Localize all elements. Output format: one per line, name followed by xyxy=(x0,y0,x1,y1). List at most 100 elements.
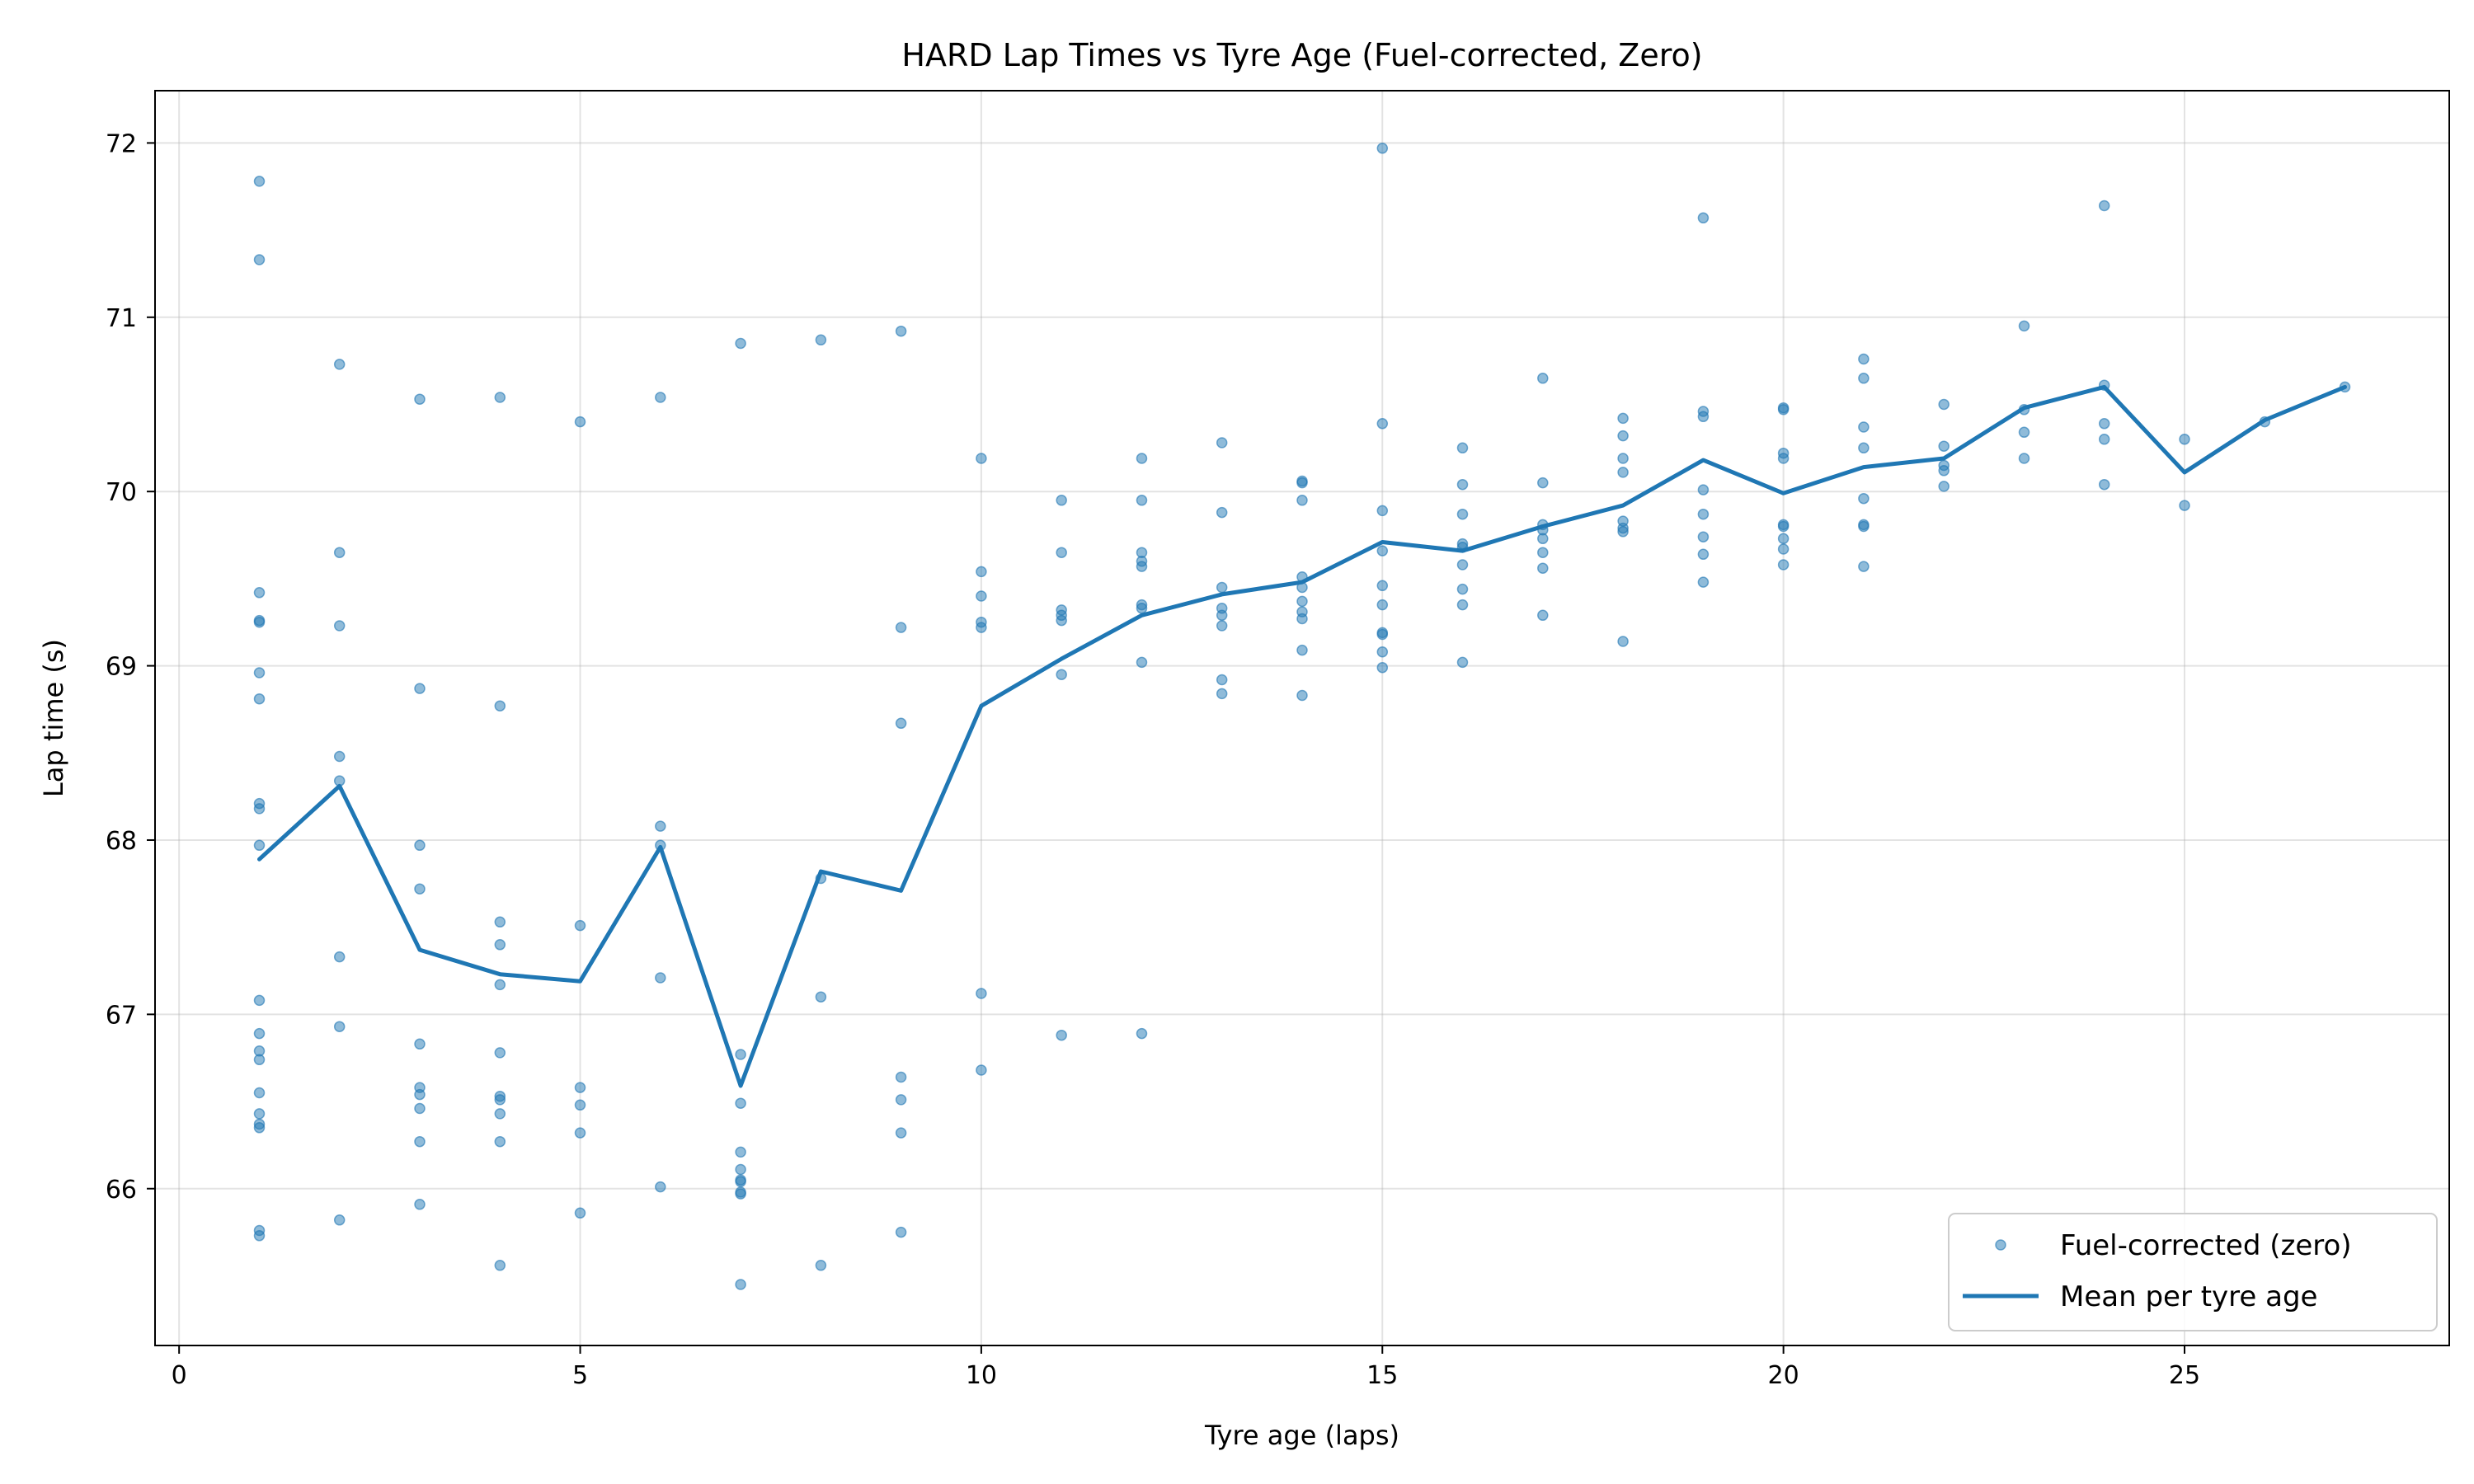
scatter-point xyxy=(1537,547,1549,558)
scatter-point xyxy=(1456,442,1469,454)
scatter-point xyxy=(333,1214,346,1226)
scatter-point xyxy=(895,1127,907,1139)
scatter-point xyxy=(976,622,987,633)
scatter-point xyxy=(494,1135,506,1148)
scatter-point xyxy=(414,1135,426,1148)
grid xyxy=(155,91,2449,1345)
scatter-point xyxy=(1777,453,1790,464)
scatter-point xyxy=(1777,520,1790,533)
mean-line xyxy=(257,384,2347,1088)
x-axis-label: Tyre age (laps) xyxy=(1204,1420,1399,1451)
scatter-point xyxy=(414,683,426,694)
scatter-point xyxy=(1296,689,1308,702)
scatter-point xyxy=(976,453,987,464)
scatter-point xyxy=(2179,434,2190,445)
scatter-point xyxy=(414,1088,426,1101)
scatter-point xyxy=(1617,526,1629,538)
scatter-point xyxy=(253,616,266,628)
scatter-point xyxy=(333,1021,346,1032)
scatter-point xyxy=(2098,434,2110,445)
y-tick-label: 69 xyxy=(106,653,137,682)
scatter-point xyxy=(1697,212,1710,224)
scatter-point xyxy=(1697,411,1710,423)
scatter-point xyxy=(976,566,987,578)
scatter-point xyxy=(1777,404,1790,416)
scatter-point xyxy=(1858,520,1870,533)
scatter-point xyxy=(1376,599,1389,611)
legend-label-line: Mean per tyre age xyxy=(2060,1280,2317,1313)
scatter-point xyxy=(574,416,586,428)
y-tick-label: 72 xyxy=(106,129,137,158)
scatter-point xyxy=(1456,656,1469,669)
scatter-points xyxy=(253,143,2351,1290)
scatter-point xyxy=(1136,495,1148,506)
scatter-point xyxy=(253,803,266,815)
scatter-point xyxy=(655,820,666,832)
scatter-point xyxy=(574,1082,586,1093)
scatter-point xyxy=(1697,576,1710,588)
scatter-point xyxy=(735,337,746,350)
scatter-point xyxy=(2098,200,2110,212)
scatter-point xyxy=(735,1188,746,1200)
scatter-point xyxy=(1537,533,1549,545)
scatter-point xyxy=(333,951,346,963)
scatter-point xyxy=(1376,418,1389,430)
scatter-point xyxy=(1376,505,1389,517)
x-tick-label: 5 xyxy=(572,1361,588,1390)
scatter-point xyxy=(1617,636,1629,647)
scatter-point xyxy=(414,1102,426,1115)
scatter-point xyxy=(253,667,266,679)
scatter-point xyxy=(1617,412,1629,425)
scatter-point xyxy=(1056,669,1067,680)
scatter-point xyxy=(1777,543,1790,555)
scatter-point xyxy=(1777,559,1790,571)
scatter-point xyxy=(1136,1027,1148,1040)
scatter-point xyxy=(1136,453,1148,464)
scatter-point xyxy=(1136,561,1148,572)
scatter-point xyxy=(494,916,506,928)
scatter-point xyxy=(333,620,346,632)
scatter-point xyxy=(253,1027,266,1040)
scatter-point xyxy=(1216,581,1228,594)
scatter-point xyxy=(1056,547,1067,558)
chart-title: HARD Lap Times vs Tyre Age (Fuel-correct… xyxy=(901,37,1702,73)
scatter-point xyxy=(253,994,266,1007)
scatter-point xyxy=(414,1038,426,1050)
scatter-point xyxy=(895,622,907,633)
y-axis-label: Lap time (s) xyxy=(38,639,69,797)
scatter-point xyxy=(414,393,426,405)
scatter-point xyxy=(655,1181,666,1193)
scatter-point xyxy=(414,1199,426,1210)
scatter-point xyxy=(1858,442,1870,454)
scatter-point xyxy=(253,1230,266,1242)
x-tick-label: 20 xyxy=(1768,1361,1799,1390)
scatter-point xyxy=(655,392,666,403)
scatter-point xyxy=(1056,614,1067,627)
scatter-point xyxy=(1617,453,1629,464)
scatter-point xyxy=(895,1094,907,1106)
mean-line-layer xyxy=(257,384,2347,1088)
scatter-point xyxy=(1296,644,1308,656)
x-tick-label: 25 xyxy=(2169,1361,2200,1390)
scatter-point xyxy=(735,1146,746,1158)
scatter-point xyxy=(895,717,907,730)
scatter-point xyxy=(895,1071,907,1083)
scatter-point xyxy=(1296,477,1308,489)
scatter-point xyxy=(1216,506,1228,519)
scatter-point xyxy=(1697,508,1710,520)
scatter-point xyxy=(1376,646,1389,658)
scatter-point xyxy=(574,1207,586,1219)
y-tick-label: 70 xyxy=(106,478,137,507)
scatter-point xyxy=(815,1260,827,1271)
plot-frame xyxy=(154,90,2450,1346)
legend-box xyxy=(1948,1213,2438,1331)
scatter-point xyxy=(333,750,346,763)
scatter-point xyxy=(735,1176,746,1188)
scatter-point xyxy=(1216,620,1228,632)
scatter-point xyxy=(494,979,506,991)
scatter-point xyxy=(976,988,987,999)
scatter-point xyxy=(1376,661,1389,674)
scatter-point xyxy=(1697,531,1710,542)
scatter-point xyxy=(815,991,827,1003)
